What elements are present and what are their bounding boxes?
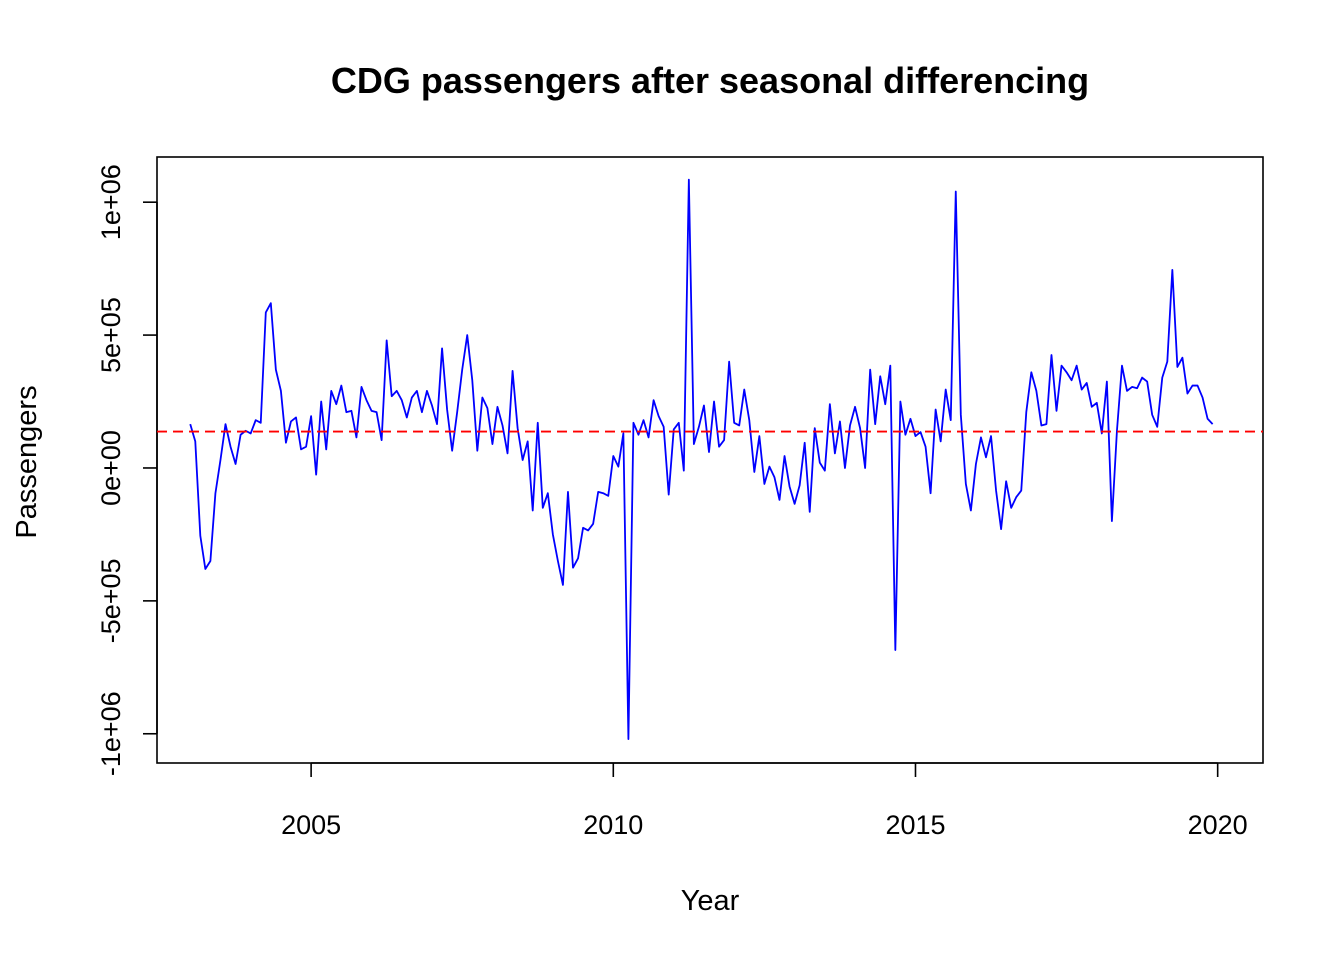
y-tick-label: -5e+05 bbox=[96, 558, 126, 643]
x-tick-label: 2020 bbox=[1188, 810, 1248, 840]
series-layer bbox=[157, 178, 1263, 740]
passengers-series-line bbox=[189, 178, 1214, 740]
x-axis-label: Year bbox=[681, 885, 740, 917]
x-tick-label: 2015 bbox=[885, 810, 945, 840]
y-axis-label: Passengers bbox=[11, 385, 43, 538]
chart-title: CDG passengers after seasonal differenci… bbox=[331, 60, 1089, 101]
y-tick-label: -1e+06 bbox=[96, 691, 126, 776]
plot-frame bbox=[156, 156, 1264, 764]
x-tick-label: 2010 bbox=[583, 810, 643, 840]
y-tick-label: 1e+06 bbox=[96, 164, 126, 240]
y-tick-label: 5e+05 bbox=[96, 297, 126, 373]
x-tick-label: 2005 bbox=[281, 810, 341, 840]
x-axis: 2005 2010 2015 2020 bbox=[281, 762, 1248, 840]
y-axis: -1e+06 -5e+05 0e+00 5e+05 1e+06 bbox=[96, 164, 158, 776]
y-tick-label: 0e+00 bbox=[96, 430, 126, 506]
